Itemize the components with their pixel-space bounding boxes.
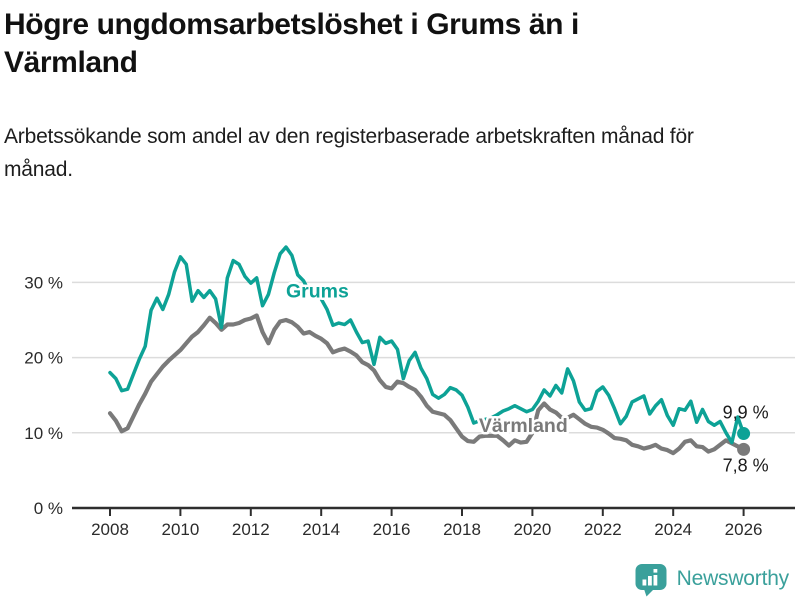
x-tick-label: 2016: [373, 520, 411, 539]
y-tick-label: 30 %: [24, 273, 63, 292]
page-title: Högre ungdomsarbetslöshet i Grums än i V…: [4, 8, 579, 79]
newsworthy-brand: Newsworthy: [633, 561, 789, 597]
page-subtitle: Arbetssökande som andel av den registerb…: [4, 125, 694, 181]
y-tick-label: 0 %: [34, 499, 63, 518]
y-tick-label: 20 %: [24, 349, 63, 368]
x-tick-label: 2022: [584, 520, 622, 539]
end-dot-grums: [737, 427, 751, 441]
x-tick-label: 2018: [443, 520, 481, 539]
x-tick-label: 2010: [161, 520, 199, 539]
x-tick-label: 2008: [91, 520, 129, 539]
x-tick-label: 2012: [232, 520, 270, 539]
x-tick-label: 2014: [302, 520, 340, 539]
newsworthy-logo-icon: [635, 564, 667, 597]
end-value-label-värmland: 7,8 %: [723, 455, 769, 475]
end-value-label-grums: 9,9 %: [723, 403, 769, 423]
series-line-grums: [108, 245, 746, 445]
x-tick-label: 2024: [654, 520, 692, 539]
unemployment-line-chart: 2008 2010 2012 2014 2016 2018 2020 2022 2024 2026…: [24, 245, 795, 539]
newsworthy-logo-text: Newsworthy: [676, 567, 790, 590]
bar-chart-glyph: [642, 569, 657, 586]
header: Högre ungdomsarbetslöshet i Grums än i V…: [4, 6, 704, 186]
x-tick-label: 2026: [725, 520, 763, 539]
y-tick-label: 10 %: [24, 424, 63, 443]
series-label-grums: Grums: [286, 280, 349, 302]
series-label-värmland: Värmland: [479, 415, 568, 437]
x-tick-label: 2020: [513, 520, 551, 539]
series-line-värmland: [107, 313, 746, 456]
end-dot-värmland: [737, 442, 751, 456]
